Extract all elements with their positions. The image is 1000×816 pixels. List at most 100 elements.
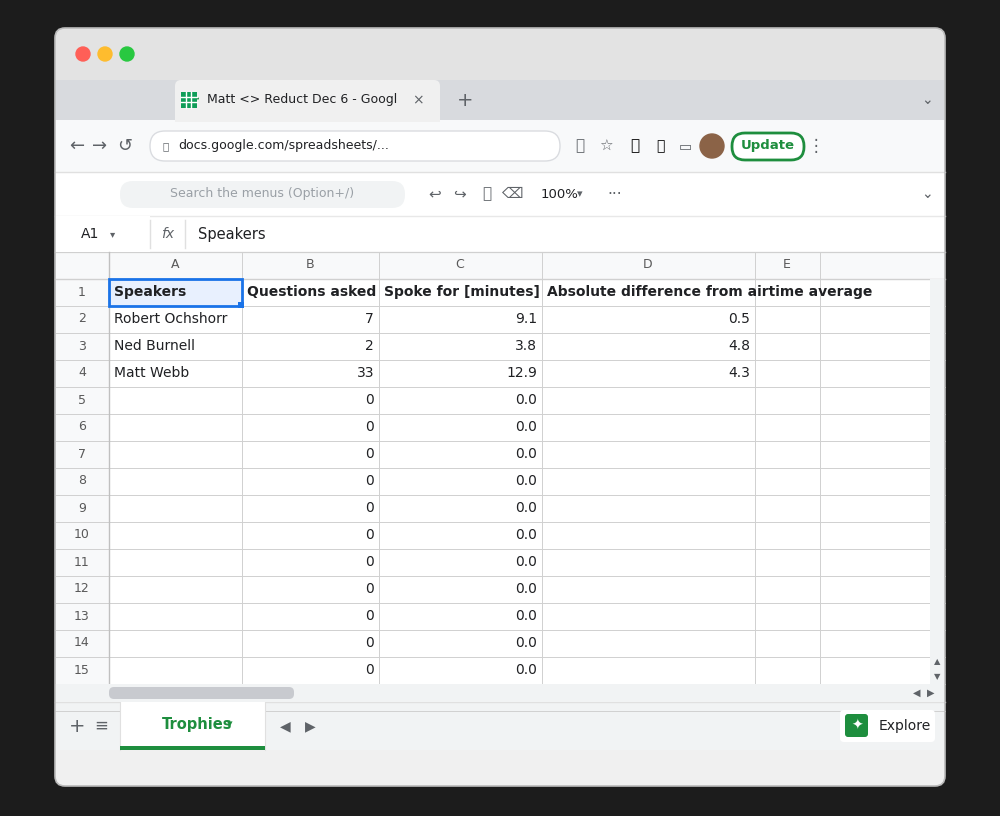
Text: Robert Ochshorr: Robert Ochshorr	[114, 312, 227, 326]
Circle shape	[98, 47, 112, 61]
Text: ✦: ✦	[851, 719, 863, 733]
FancyBboxPatch shape	[840, 710, 935, 742]
Bar	[55, 684, 945, 702]
Text: +: +	[69, 716, 85, 735]
Text: 9.1: 9.1	[515, 312, 537, 326]
Text: 0.0: 0.0	[515, 636, 537, 650]
Circle shape	[700, 134, 724, 158]
Text: 0.0: 0.0	[515, 582, 537, 596]
Bar	[109, 279, 242, 306]
Text: 4: 4	[78, 366, 86, 379]
Text: ⌫: ⌫	[501, 187, 523, 202]
Text: 2: 2	[78, 313, 86, 326]
Text: ←: ←	[69, 137, 85, 155]
Text: fx: fx	[161, 227, 175, 241]
Text: 12.9: 12.9	[506, 366, 537, 380]
Text: Search the menus (Option+/): Search the menus (Option+/)	[170, 188, 354, 201]
Text: 0.0: 0.0	[515, 528, 537, 542]
Text: 0: 0	[365, 474, 374, 488]
Text: Matt <> Reduct Dec 6 - Googl: Matt <> Reduct Dec 6 - Googl	[207, 94, 397, 107]
Text: ▭: ▭	[678, 139, 692, 153]
Text: 🧩: 🧩	[656, 139, 664, 153]
Text: 4.8: 4.8	[728, 339, 750, 353]
Text: 33: 33	[356, 366, 374, 380]
Text: A: A	[171, 259, 179, 272]
Text: ⌄: ⌄	[921, 187, 933, 201]
Text: 0.0: 0.0	[515, 609, 537, 623]
FancyBboxPatch shape	[150, 131, 560, 161]
Text: 0: 0	[365, 582, 374, 596]
Text: Questions asked: Questions asked	[247, 285, 376, 299]
Bar	[930, 654, 944, 669]
FancyBboxPatch shape	[120, 181, 405, 208]
Text: 6: 6	[78, 420, 86, 433]
Text: 0.0: 0.0	[515, 474, 537, 488]
FancyBboxPatch shape	[55, 28, 945, 786]
Text: Speakers: Speakers	[198, 227, 266, 242]
Bar	[55, 702, 945, 750]
Bar	[120, 746, 265, 750]
Text: Explore: Explore	[879, 719, 931, 733]
Text: 13: 13	[74, 610, 90, 623]
Text: ☆: ☆	[599, 139, 613, 153]
Bar	[175, 100, 440, 122]
Text: →: →	[92, 137, 108, 155]
Text: ▶: ▶	[305, 719, 315, 733]
Text: ▾: ▾	[110, 229, 116, 239]
Text: 0: 0	[365, 636, 374, 650]
Text: 0: 0	[365, 420, 374, 434]
Bar	[55, 172, 945, 216]
Text: docs.google.com/spreadsheets/...: docs.google.com/spreadsheets/...	[178, 140, 389, 153]
Text: ≡: ≡	[94, 717, 108, 735]
Text: 🖨: 🖨	[482, 187, 492, 202]
Text: ▾: ▾	[577, 189, 583, 199]
Bar	[55, 252, 109, 684]
Text: 0.5: 0.5	[728, 312, 750, 326]
Text: ▲: ▲	[934, 657, 940, 666]
Text: 12: 12	[74, 583, 90, 596]
Bar	[120, 702, 265, 750]
Text: ▶: ▶	[927, 688, 935, 698]
Bar	[181, 92, 197, 108]
Bar	[55, 80, 945, 120]
Text: Update: Update	[741, 140, 795, 153]
Text: C: C	[456, 259, 464, 272]
Text: 7: 7	[365, 312, 374, 326]
Text: 4.3: 4.3	[728, 366, 750, 380]
Text: 2: 2	[365, 339, 374, 353]
Text: 3: 3	[78, 339, 86, 353]
Text: ⌄: ⌄	[921, 93, 933, 107]
Text: ···: ···	[608, 187, 622, 202]
FancyBboxPatch shape	[109, 687, 294, 699]
Bar	[930, 279, 944, 684]
FancyBboxPatch shape	[732, 133, 804, 160]
Text: ⎙: ⎙	[575, 139, 585, 153]
Text: ✛: ✛	[187, 92, 199, 108]
Text: 11: 11	[74, 556, 90, 569]
Text: 7: 7	[78, 447, 86, 460]
Text: 8: 8	[78, 474, 86, 487]
Text: ▾: ▾	[227, 719, 233, 729]
Bar	[109, 279, 242, 306]
FancyBboxPatch shape	[175, 80, 440, 122]
Text: ↩: ↩	[429, 187, 441, 202]
Text: 0.0: 0.0	[515, 555, 537, 569]
Bar	[930, 669, 944, 684]
Text: ◀: ◀	[280, 719, 290, 733]
FancyBboxPatch shape	[845, 714, 868, 737]
Circle shape	[120, 47, 134, 61]
Text: 0.0: 0.0	[515, 447, 537, 461]
Bar	[55, 54, 945, 80]
Text: Absolute difference from airtime average: Absolute difference from airtime average	[547, 285, 872, 299]
Text: 0: 0	[365, 609, 374, 623]
Text: 5: 5	[78, 393, 86, 406]
Text: 9: 9	[78, 502, 86, 515]
Bar	[55, 216, 945, 252]
Text: 0.0: 0.0	[515, 420, 537, 434]
Text: 3.8: 3.8	[515, 339, 537, 353]
Text: ↪: ↪	[454, 187, 466, 202]
Text: 🔒: 🔒	[163, 141, 169, 151]
Text: Ned Burnell: Ned Burnell	[114, 339, 195, 353]
Text: 0: 0	[365, 447, 374, 461]
Text: Spoke for [minutes]: Spoke for [minutes]	[384, 285, 540, 299]
